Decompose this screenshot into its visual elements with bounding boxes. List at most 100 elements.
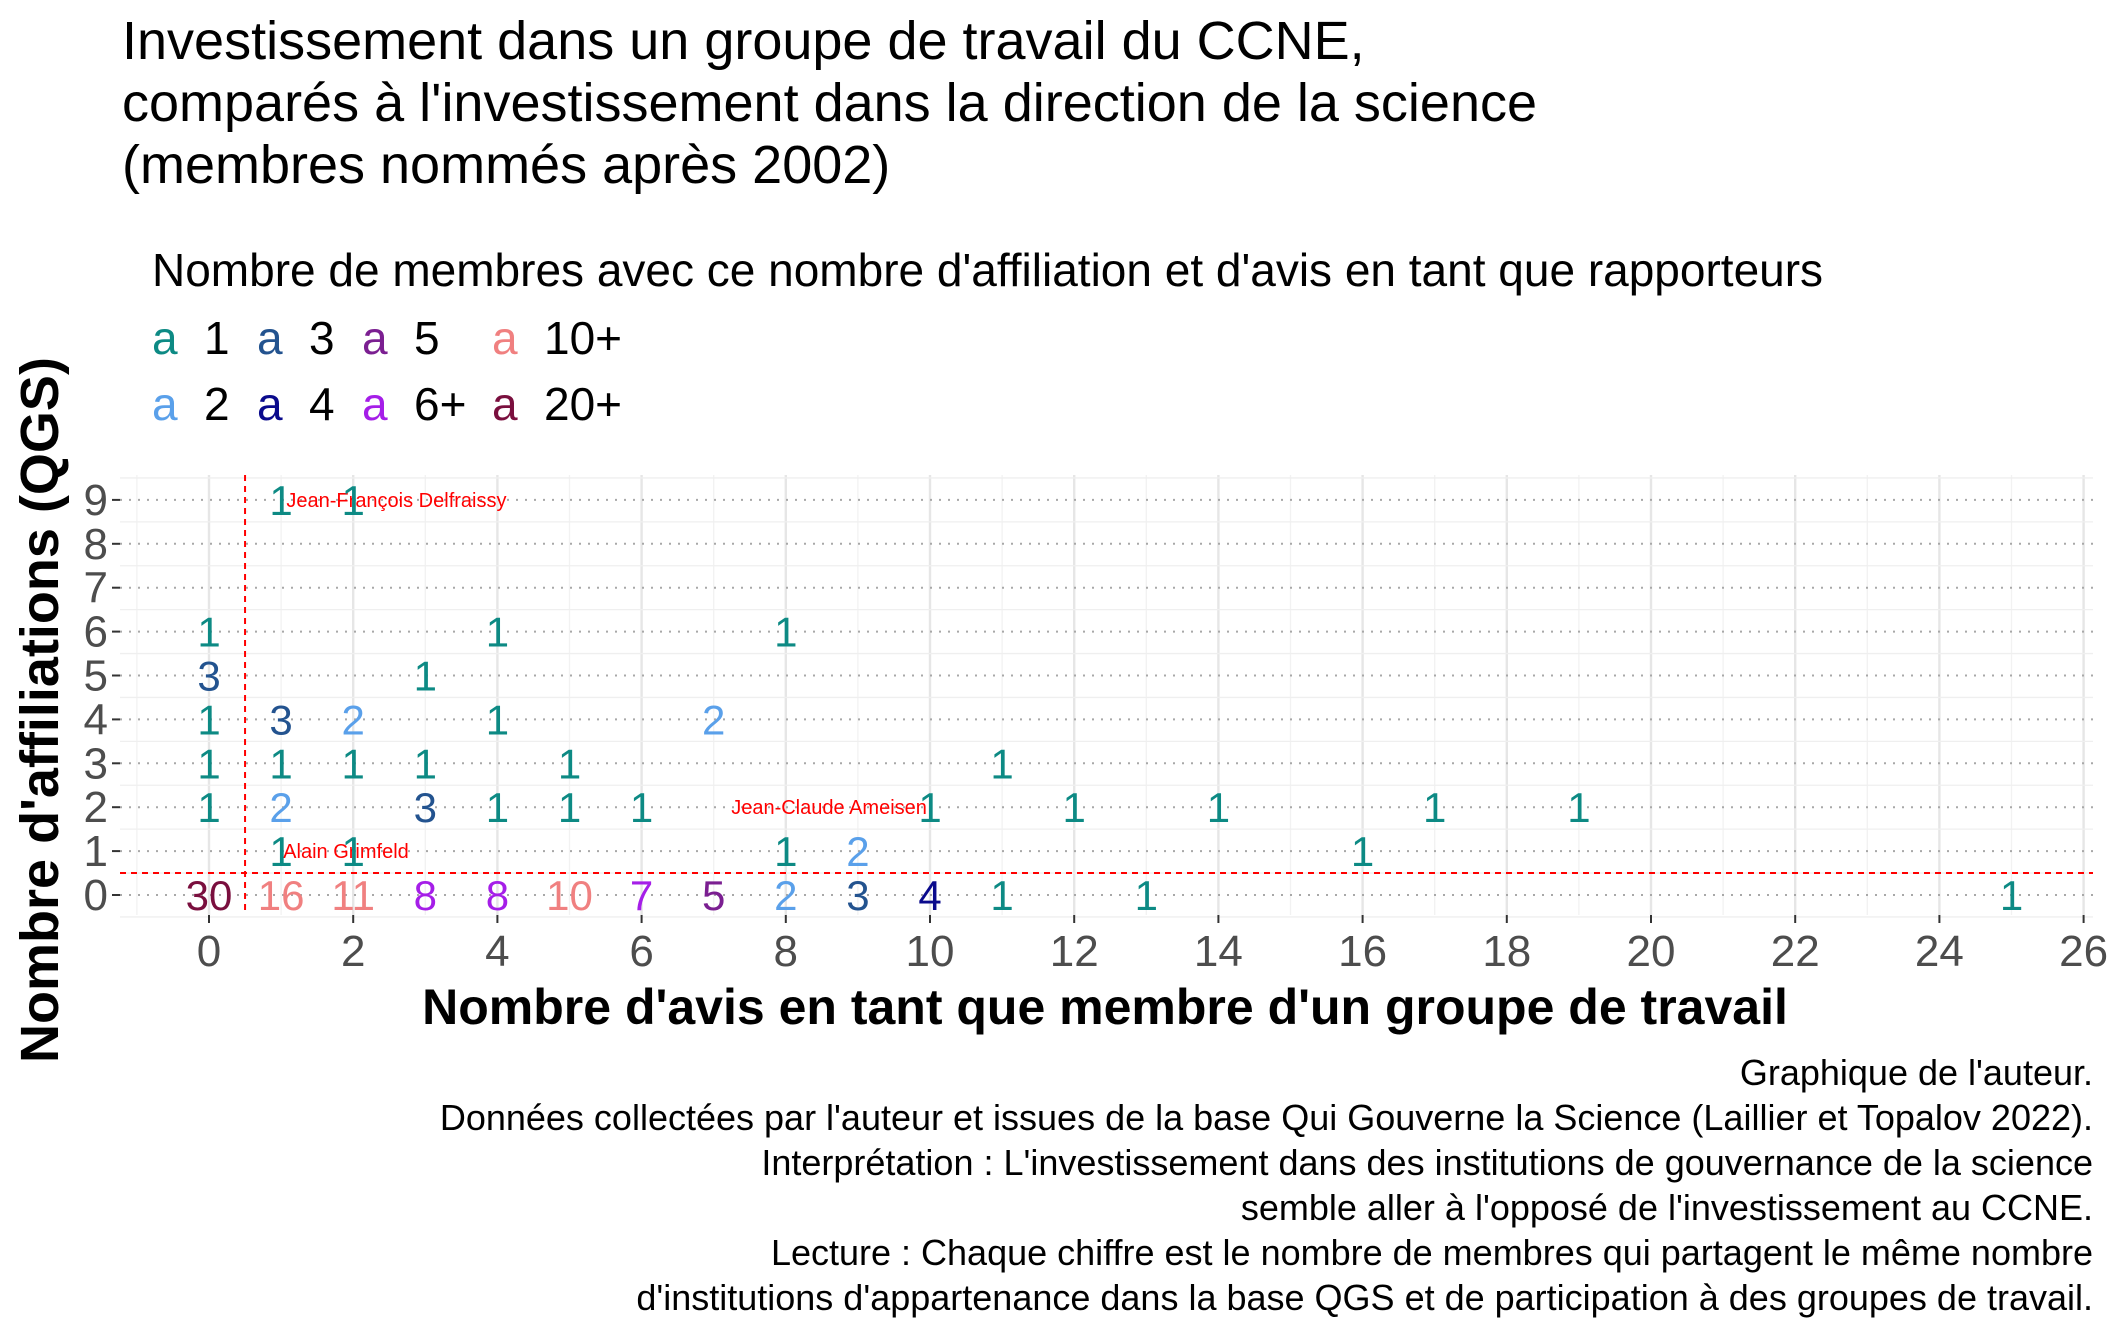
caption-line: Interprétation : L'investissement dans d… bbox=[761, 1142, 2093, 1183]
x-tick-label: 16 bbox=[1338, 927, 1387, 976]
y-tick-label: 4 bbox=[84, 695, 108, 744]
legend-key: a bbox=[492, 312, 518, 364]
data-point-count: 1 bbox=[2000, 872, 2023, 919]
y-tick-label: 2 bbox=[84, 783, 108, 832]
title-line: (membres nommés après 2002) bbox=[122, 135, 891, 195]
data-point-count: 1 bbox=[1567, 784, 1590, 831]
data-point-count: 8 bbox=[486, 872, 509, 919]
legend-label: 6+ bbox=[414, 378, 467, 430]
data-point-count: 2 bbox=[342, 696, 365, 743]
data-point-count: 1 bbox=[558, 740, 581, 787]
caption-line: Graphique de l'auteur. bbox=[1739, 1052, 2093, 1093]
y-tick-label: 0 bbox=[84, 871, 108, 920]
data-point-count: 1 bbox=[630, 784, 653, 831]
x-tick-label: 12 bbox=[1050, 927, 1099, 976]
data-point-count: 1 bbox=[1423, 784, 1446, 831]
point-annotation: Jean-François Delfraissy bbox=[286, 490, 506, 512]
data-point-count: 1 bbox=[990, 872, 1013, 919]
data-point-count: 1 bbox=[990, 740, 1013, 787]
legend-item: a 6+ bbox=[362, 376, 466, 432]
data-point-count: 1 bbox=[197, 740, 220, 787]
data-point-count: 3 bbox=[269, 696, 292, 743]
data-point-count: 4 bbox=[918, 872, 941, 919]
x-tick-label: 8 bbox=[774, 927, 798, 976]
data-point-count: 2 bbox=[269, 784, 292, 831]
y-tick-label: 8 bbox=[84, 520, 108, 569]
y-axis-label: Nombre d'affiliations (QGS) bbox=[10, 357, 70, 1063]
legend-label: 5 bbox=[414, 312, 440, 364]
data-point-count: 3 bbox=[846, 872, 869, 919]
x-tick-label: 2 bbox=[341, 927, 365, 976]
caption-line: Lecture : Chaque chiffre est le nombre d… bbox=[770, 1232, 2093, 1273]
legend-title: Nombre de membres avec ce nombre d'affil… bbox=[152, 244, 1824, 296]
caption-line: d'institutions d'appartenance dans la ba… bbox=[636, 1277, 2093, 1318]
y-tick-label: 6 bbox=[84, 608, 108, 657]
data-point-count: 1 bbox=[269, 740, 292, 787]
title-line: Investissement dans un groupe de travail… bbox=[122, 11, 1365, 71]
legend-label: 20+ bbox=[544, 378, 623, 430]
data-point-count: 30 bbox=[186, 872, 233, 919]
data-point-count: 16 bbox=[258, 872, 305, 919]
x-tick-label: 20 bbox=[1627, 927, 1676, 976]
data-point-count: 11 bbox=[331, 872, 375, 919]
legend-key: a bbox=[152, 312, 178, 364]
caption-line: Données collectées par l'auteur et issue… bbox=[439, 1097, 2093, 1138]
data-point-count: 5 bbox=[702, 872, 725, 919]
chart-title: Investissement dans un groupe de travail… bbox=[122, 10, 1537, 196]
data-point-count: 1 bbox=[1207, 784, 1230, 831]
data-point-count: 8 bbox=[414, 872, 437, 919]
data-point-count: 1 bbox=[342, 740, 365, 787]
legend-key: a bbox=[257, 312, 283, 364]
y-tick-label: 9 bbox=[84, 476, 108, 525]
data-point-count: 1 bbox=[269, 477, 292, 524]
data-point-count: 1 bbox=[197, 696, 220, 743]
legend-label: 3 bbox=[309, 312, 335, 364]
legend-label: 4 bbox=[309, 378, 335, 430]
data-point-count: 2 bbox=[846, 828, 869, 875]
data-point-count: 2 bbox=[702, 696, 725, 743]
data-point-count: 1 bbox=[918, 784, 941, 831]
data-point-count: 1 bbox=[558, 784, 581, 831]
legend-label: 2 bbox=[204, 378, 230, 430]
data-point-count: 1 bbox=[197, 609, 220, 656]
data-point-count: 1 bbox=[486, 609, 509, 656]
data-point-count: 2 bbox=[774, 872, 797, 919]
data-point-count: 1 bbox=[414, 653, 437, 700]
point-annotation: Alain Grimfeld bbox=[283, 841, 409, 863]
data-point-count: 1 bbox=[414, 740, 437, 787]
y-tick-label: 5 bbox=[84, 652, 108, 701]
x-tick-label: 18 bbox=[1482, 927, 1531, 976]
x-tick-label: 24 bbox=[1915, 927, 1964, 976]
data-point-count: 1 bbox=[774, 609, 797, 656]
data-point-count: 1 bbox=[1063, 784, 1086, 831]
legend-key: a bbox=[362, 312, 388, 364]
y-tick-label: 3 bbox=[84, 739, 108, 788]
legend-label: 1 bbox=[204, 312, 230, 364]
data-point-count: 3 bbox=[197, 653, 220, 700]
data-point-count: 1 bbox=[342, 828, 365, 875]
legend-key: a bbox=[492, 378, 518, 430]
legend-item: a 10+ bbox=[492, 310, 622, 366]
x-tick-label: 10 bbox=[906, 927, 955, 976]
data-point-count: 1 bbox=[197, 784, 220, 831]
caption-line: semble aller à l'opposé de l'investissem… bbox=[1240, 1187, 2093, 1228]
data-point-count: 10 bbox=[546, 872, 593, 919]
legend-key: a bbox=[152, 378, 178, 430]
data-point-count: 1 bbox=[486, 784, 509, 831]
point-annotation: Jean-Claude Ameisen bbox=[731, 797, 927, 819]
caption: Graphique de l'auteur. Données collectée… bbox=[0, 1050, 2093, 1320]
title-line: comparés à l'investissement dans la dire… bbox=[122, 73, 1538, 133]
x-tick-label: 14 bbox=[1194, 927, 1243, 976]
x-tick-label: 6 bbox=[629, 927, 653, 976]
data-point-count: 1 bbox=[486, 696, 509, 743]
x-axis-label: Nombre d'avis en tant que membre d'un gr… bbox=[422, 979, 1788, 1035]
y-tick-label: 7 bbox=[84, 564, 108, 613]
legend-key: a bbox=[362, 378, 388, 430]
legend-key: a bbox=[257, 378, 283, 430]
